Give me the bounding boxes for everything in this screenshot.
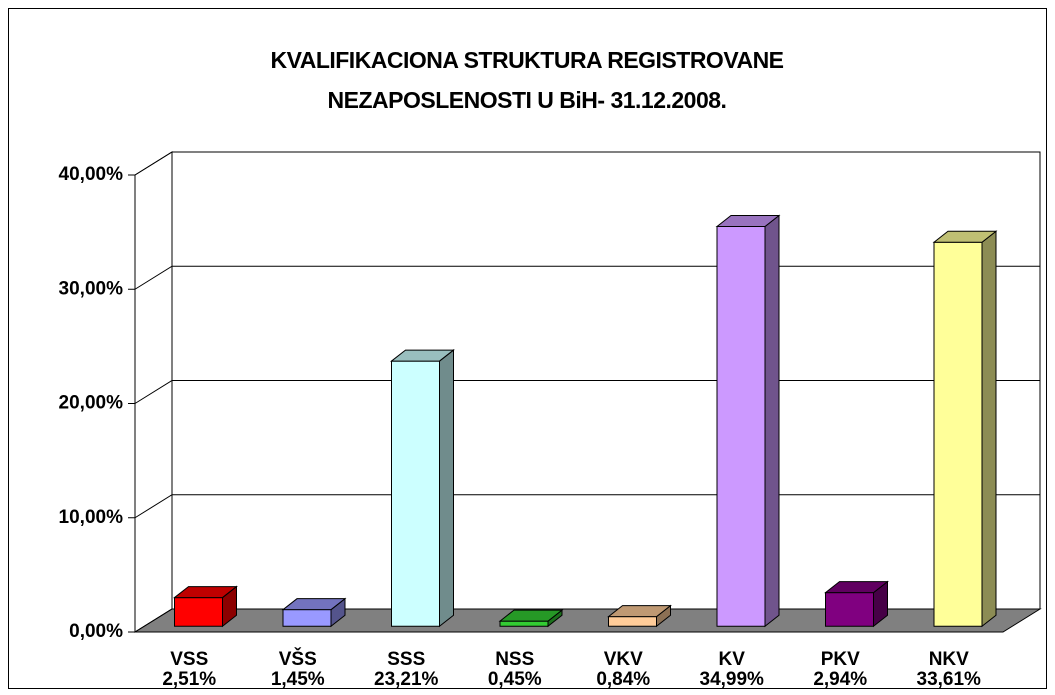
bar-front xyxy=(608,616,657,627)
y-tick-label: 20,00% xyxy=(59,393,124,414)
bar-side xyxy=(981,230,997,628)
y-tick-label: 30,00% xyxy=(59,278,124,299)
x-tick-label: VŠS xyxy=(279,648,317,670)
bar-side xyxy=(764,214,780,628)
bar-top xyxy=(498,609,564,622)
bar xyxy=(932,230,998,628)
data-label: 23,21% xyxy=(374,669,439,690)
bar xyxy=(498,609,564,628)
x-tick-label: VKV xyxy=(604,649,643,670)
x-tick-label: VSS xyxy=(170,649,208,670)
data-label: 33,61% xyxy=(917,669,982,690)
data-label: 2,51% xyxy=(162,669,216,690)
data-label: 0,45% xyxy=(488,669,542,690)
x-tick-label: PKV xyxy=(821,649,860,670)
bar-front xyxy=(282,609,332,627)
bar xyxy=(824,580,889,628)
bar xyxy=(173,585,238,628)
data-label: 34,99% xyxy=(700,669,765,690)
bar xyxy=(281,597,347,628)
bar-side xyxy=(439,349,454,628)
bar-front xyxy=(174,597,223,627)
x-tick-label: NSS xyxy=(495,649,534,670)
floor xyxy=(133,608,1042,633)
bar xyxy=(607,604,672,628)
bar-top xyxy=(173,586,238,599)
bar-top xyxy=(607,605,672,618)
bar xyxy=(715,214,781,628)
data-label: 2,94% xyxy=(813,669,867,690)
bar-front xyxy=(391,360,440,627)
bar-top xyxy=(824,581,889,594)
grid-line xyxy=(134,151,1040,176)
x-tick-label: KV xyxy=(719,649,746,670)
bar-front xyxy=(716,225,766,627)
bar xyxy=(390,349,455,628)
x-tick-label: SSS xyxy=(387,649,425,670)
bar-top xyxy=(715,214,781,227)
bar-top xyxy=(281,598,347,611)
chart-title: KVALIFIKACIONA STRUKTURA REGISTROVANE NE… xyxy=(270,47,784,113)
bar-front xyxy=(499,620,549,627)
bar-top xyxy=(932,230,998,243)
x-tick-label: NKV xyxy=(929,649,969,670)
y-tick-label: 40,00% xyxy=(59,164,124,185)
data-label: 1,45% xyxy=(271,669,325,690)
chart-border xyxy=(8,8,1047,689)
bar-front xyxy=(933,241,983,627)
y-tick-label: 10,00% xyxy=(59,507,124,528)
data-label: 0,84% xyxy=(596,669,650,690)
bar-top xyxy=(390,349,455,362)
bar-front xyxy=(825,592,874,627)
y-tick-label: 0,00% xyxy=(69,621,123,642)
